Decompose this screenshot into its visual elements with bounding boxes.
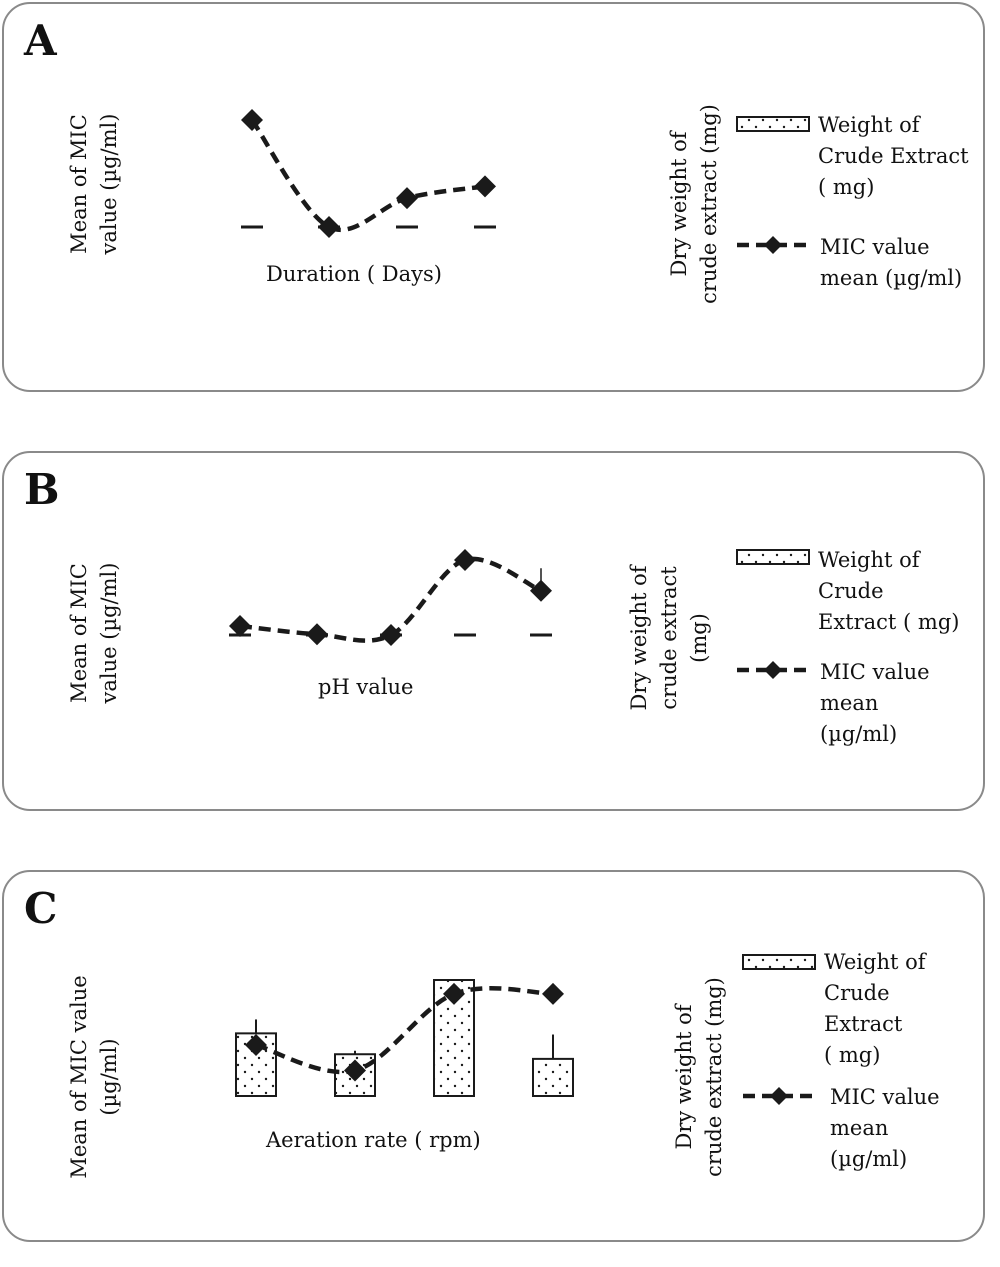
bar-4 [532, 1057, 574, 1098]
panel-letter: C [24, 884, 58, 933]
legend-line-label: MIC value mean (µg/ml) [820, 235, 963, 290]
legend-marker [770, 1087, 788, 1105]
legend-bar-label: Weight of Crude Extract ( mg) [824, 950, 926, 1067]
mic-series-line [255, 986, 554, 1075]
mic-marker-4 [474, 175, 496, 198]
legend-bar-label: Weight of Crude Extract ( mg) [818, 113, 969, 199]
mic-marker-2 [318, 216, 340, 238]
mic-marker-4 [454, 549, 476, 571]
chart-plot-c [235, 954, 816, 1105]
panel-a: A Mean of MIC value (µg/ml) Duration ( D… [2, 2, 985, 392]
legend-bar-swatch [736, 549, 810, 565]
mic-marker-2 [306, 623, 328, 646]
mic-marker-1 [241, 109, 263, 131]
mic-series-line [250, 118, 486, 232]
mic-marker-5 [530, 579, 552, 602]
x-axis-label: Aeration rate ( rpm) [266, 1128, 481, 1152]
mic-marker-3 [396, 187, 418, 210]
x-axis-label: pH value [318, 675, 414, 699]
x-axis-label: Duration ( Days) [266, 262, 442, 286]
panel-letter: B [24, 465, 60, 514]
mic-marker-3 [380, 624, 402, 646]
legend-bar-swatch [742, 954, 816, 970]
mic-marker-2 [344, 1059, 366, 1082]
legend-marker [764, 661, 782, 679]
panel-c: C Mean of MIC value (µg/ml) Aeration rat… [2, 870, 985, 1242]
legend-bar-label: Weight of Crude Extract ( mg) [818, 548, 960, 634]
legend-bar-swatch [736, 116, 810, 132]
panel-b: B Mean of MIC value (µg/ml) pH value Dry… [2, 451, 985, 811]
chart-plot-a [241, 109, 810, 254]
mic-marker-1 [245, 1033, 267, 1056]
mic-marker-4 [542, 982, 564, 1005]
legend-line-label: MIC value mean (µg/ml) [830, 1085, 940, 1171]
panel-letter: A [24, 16, 57, 65]
mic-marker-3 [443, 982, 465, 1005]
chart-plot-b [229, 549, 810, 679]
legend-line-label: MIC value mean (µg/ml) [820, 660, 930, 746]
legend-marker [764, 236, 782, 254]
mic-marker-1 [229, 615, 251, 637]
